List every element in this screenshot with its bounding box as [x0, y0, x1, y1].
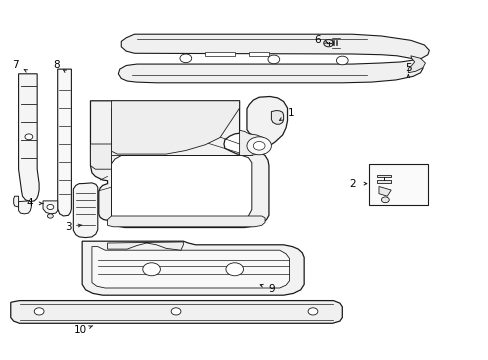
Polygon shape [111, 101, 239, 154]
Circle shape [336, 56, 347, 65]
Polygon shape [90, 144, 111, 169]
Polygon shape [58, 69, 71, 216]
Polygon shape [14, 196, 19, 207]
Text: 2: 2 [348, 179, 355, 189]
Text: 7: 7 [12, 60, 19, 70]
Circle shape [225, 263, 243, 276]
Polygon shape [107, 242, 183, 250]
Circle shape [142, 263, 160, 276]
Polygon shape [111, 108, 251, 221]
Polygon shape [107, 216, 264, 227]
Polygon shape [11, 301, 342, 323]
Polygon shape [376, 175, 390, 183]
Circle shape [246, 137, 271, 155]
Circle shape [307, 308, 317, 315]
Polygon shape [19, 74, 39, 202]
Text: 4: 4 [26, 198, 33, 208]
Polygon shape [271, 111, 283, 124]
Text: 3: 3 [65, 222, 72, 232]
Circle shape [381, 197, 388, 203]
Polygon shape [19, 201, 31, 214]
Circle shape [180, 54, 191, 63]
Text: 5: 5 [404, 63, 411, 73]
Circle shape [267, 55, 279, 64]
Polygon shape [118, 34, 428, 83]
Text: 8: 8 [53, 60, 60, 70]
Polygon shape [90, 96, 287, 228]
Text: 10: 10 [74, 325, 87, 336]
Polygon shape [73, 183, 98, 238]
Polygon shape [249, 52, 268, 56]
Circle shape [171, 308, 181, 315]
Text: 1: 1 [287, 108, 294, 118]
Circle shape [47, 214, 53, 218]
Circle shape [25, 134, 33, 140]
Circle shape [47, 204, 54, 210]
Circle shape [323, 40, 333, 47]
Polygon shape [239, 130, 268, 156]
Polygon shape [82, 241, 304, 295]
Polygon shape [407, 56, 425, 73]
Text: 9: 9 [267, 284, 274, 294]
Polygon shape [378, 186, 390, 196]
Polygon shape [43, 201, 58, 214]
Polygon shape [92, 247, 289, 288]
Bar [368, 164, 427, 205]
Text: 6: 6 [314, 35, 321, 45]
Circle shape [253, 141, 264, 150]
Circle shape [34, 308, 44, 315]
Polygon shape [205, 52, 234, 56]
